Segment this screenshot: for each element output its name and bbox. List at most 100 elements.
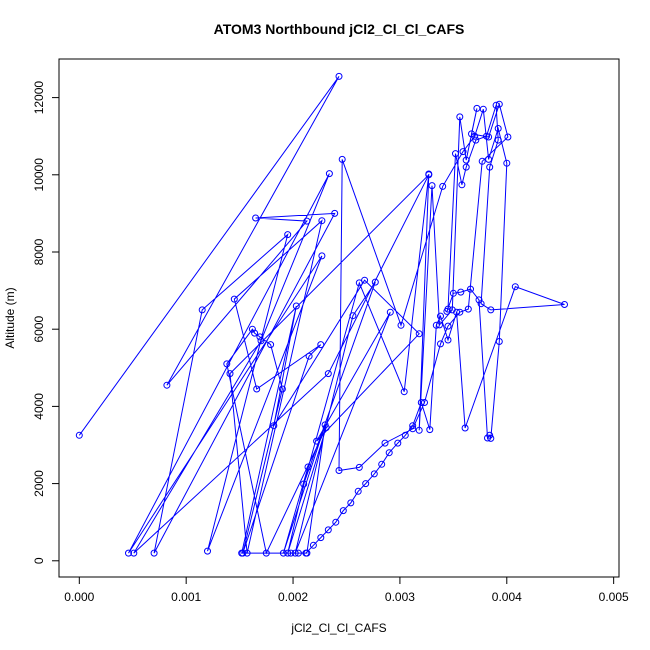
data-point (130, 549, 138, 557)
data-point (302, 549, 310, 557)
y-axis: 0 2000 4000 6000 8000 10000 12000 (32, 81, 60, 564)
data-point (75, 431, 83, 439)
data-point (243, 549, 251, 557)
data-point (479, 105, 487, 113)
data-point (421, 399, 428, 406)
data-point (304, 463, 312, 471)
data-point (349, 312, 357, 320)
data-point (409, 422, 417, 430)
data-point (347, 499, 355, 507)
x-axis-label: jCl2_Cl_Cl_CAFS (290, 621, 386, 635)
data-point (381, 439, 389, 447)
data-point (361, 276, 369, 284)
data-point (401, 431, 409, 439)
data-point (230, 295, 238, 303)
data-point (370, 470, 378, 478)
data-point (487, 306, 495, 314)
chart-title: ATOM3 Northbound jCl2_Cl_Cl_CAFS (214, 21, 465, 37)
data-point (483, 132, 490, 140)
y-tick-label: 8000 (32, 238, 46, 265)
data-point (257, 337, 265, 345)
x-tick-label: 0.003 (385, 590, 415, 604)
data-point (439, 182, 447, 190)
data-point (238, 549, 246, 557)
data-point (437, 312, 444, 320)
data-point (378, 460, 386, 468)
data-point (292, 302, 300, 310)
x-tick-label: 0.001 (171, 590, 201, 604)
data-point (313, 437, 321, 445)
data-point (453, 308, 461, 316)
data-point (487, 434, 495, 442)
x-axis: 0.000 0.001 0.002 0.003 0.004 0.005 (64, 576, 629, 604)
data-point (300, 480, 308, 488)
data-point (309, 541, 317, 549)
data-point (321, 421, 329, 429)
data-point (317, 341, 325, 349)
data-point (338, 155, 346, 163)
data-point (317, 534, 325, 542)
data-point (495, 100, 503, 108)
data-point (458, 181, 466, 189)
data-point (251, 329, 259, 337)
data-point (335, 467, 343, 474)
data-point (467, 285, 474, 293)
data-point (226, 370, 234, 378)
data-point (324, 526, 332, 534)
data-point (270, 422, 278, 430)
data-point (278, 385, 286, 393)
data-point (385, 449, 393, 457)
x-tick-label: 0.005 (599, 590, 629, 604)
data-point (504, 133, 512, 141)
data-point (303, 217, 311, 225)
data-point (355, 463, 363, 471)
data-point (472, 136, 480, 144)
data-point (444, 336, 452, 344)
data-point (444, 322, 452, 330)
data-point (284, 231, 292, 239)
data-point (362, 480, 370, 488)
plot-area (75, 72, 568, 557)
data-point (425, 170, 433, 178)
data-point (371, 278, 379, 286)
y-tick-label: 4000 (32, 393, 46, 420)
y-tick-label: 6000 (32, 316, 46, 343)
data-point (253, 385, 261, 393)
data-point (415, 426, 423, 434)
data-point (456, 308, 464, 316)
y-tick-label: 0 (32, 557, 46, 564)
data-point (252, 214, 260, 222)
y-tick-label: 12000 (32, 81, 46, 115)
data-point (294, 549, 302, 557)
data-point (256, 333, 264, 341)
data-point (436, 321, 443, 329)
data-point (428, 182, 436, 190)
data-point (471, 132, 479, 140)
data-point (503, 159, 511, 167)
data-point (459, 148, 467, 156)
y-axis-label: Altitude (m) (3, 287, 17, 348)
data-point (397, 321, 405, 329)
data-point (318, 252, 326, 260)
data-point (386, 308, 394, 316)
data-point (561, 301, 568, 308)
y-tick-label: 2000 (32, 470, 46, 497)
data-point (485, 155, 493, 163)
data-point (511, 283, 519, 291)
data-point (432, 321, 440, 329)
data-point (457, 288, 465, 296)
plot-frame (58, 58, 620, 578)
data-point (494, 136, 502, 144)
x-tick-label: 0.004 (492, 590, 522, 604)
data-point (267, 341, 275, 349)
data-point (409, 425, 417, 433)
data-point (331, 209, 339, 217)
data-point (437, 340, 444, 348)
data-point (305, 352, 313, 360)
data-point (478, 157, 486, 165)
data-point (150, 549, 158, 557)
data-point (464, 305, 472, 313)
series-line (78, 76, 565, 555)
data-point (452, 150, 459, 158)
